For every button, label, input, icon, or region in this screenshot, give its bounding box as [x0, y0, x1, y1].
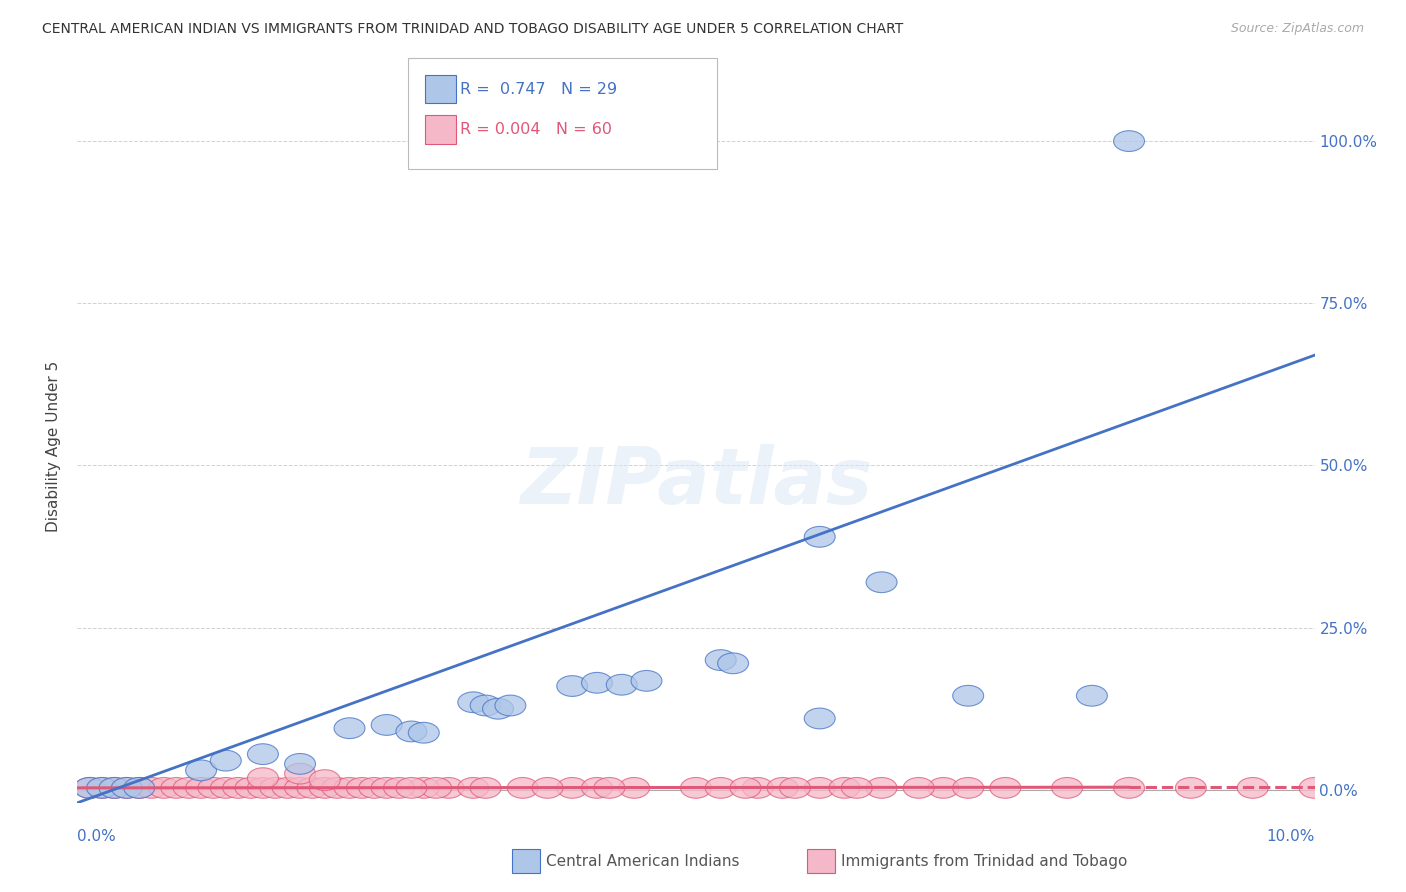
Ellipse shape: [173, 778, 204, 798]
Ellipse shape: [557, 778, 588, 798]
Ellipse shape: [681, 778, 711, 798]
Ellipse shape: [1114, 131, 1144, 152]
Ellipse shape: [198, 778, 229, 798]
Ellipse shape: [470, 778, 501, 798]
Ellipse shape: [866, 572, 897, 592]
Ellipse shape: [742, 778, 773, 798]
Ellipse shape: [495, 695, 526, 716]
Ellipse shape: [841, 778, 872, 798]
Ellipse shape: [371, 778, 402, 798]
Ellipse shape: [335, 718, 366, 739]
Ellipse shape: [458, 778, 489, 798]
Ellipse shape: [136, 778, 167, 798]
Ellipse shape: [866, 778, 897, 798]
Ellipse shape: [160, 778, 191, 798]
Ellipse shape: [433, 778, 464, 798]
Ellipse shape: [928, 778, 959, 798]
Ellipse shape: [470, 695, 501, 716]
Ellipse shape: [804, 526, 835, 547]
Ellipse shape: [508, 778, 538, 798]
Ellipse shape: [804, 708, 835, 729]
Ellipse shape: [75, 778, 105, 798]
Ellipse shape: [730, 778, 761, 798]
Ellipse shape: [1237, 778, 1268, 798]
Text: Immigrants from Trinidad and Tobago: Immigrants from Trinidad and Tobago: [841, 855, 1128, 869]
Ellipse shape: [273, 778, 304, 798]
Ellipse shape: [111, 778, 142, 798]
Ellipse shape: [284, 764, 315, 784]
Ellipse shape: [359, 778, 389, 798]
Ellipse shape: [309, 778, 340, 798]
Ellipse shape: [582, 778, 613, 798]
Ellipse shape: [619, 778, 650, 798]
Text: CENTRAL AMERICAN INDIAN VS IMMIGRANTS FROM TRINIDAD AND TOBAGO DISABILITY AGE UN: CENTRAL AMERICAN INDIAN VS IMMIGRANTS FR…: [42, 22, 904, 37]
Ellipse shape: [284, 754, 315, 774]
Ellipse shape: [990, 778, 1021, 798]
Ellipse shape: [111, 778, 142, 798]
Ellipse shape: [582, 673, 613, 693]
Ellipse shape: [1052, 778, 1083, 798]
Ellipse shape: [124, 778, 155, 798]
Ellipse shape: [346, 778, 377, 798]
Ellipse shape: [1114, 778, 1144, 798]
Ellipse shape: [322, 778, 353, 798]
Ellipse shape: [606, 674, 637, 695]
Ellipse shape: [408, 723, 439, 743]
Ellipse shape: [396, 721, 427, 742]
Ellipse shape: [1299, 778, 1330, 798]
Ellipse shape: [953, 778, 984, 798]
Ellipse shape: [247, 778, 278, 798]
Text: 0.0%: 0.0%: [77, 829, 117, 844]
Ellipse shape: [779, 778, 810, 798]
Text: Central American Indians: Central American Indians: [546, 855, 740, 869]
Text: R = 0.004   N = 60: R = 0.004 N = 60: [460, 122, 612, 136]
Ellipse shape: [309, 770, 340, 790]
Ellipse shape: [124, 778, 155, 798]
Ellipse shape: [297, 778, 328, 798]
Ellipse shape: [903, 778, 934, 798]
Ellipse shape: [235, 778, 266, 798]
Ellipse shape: [531, 778, 562, 798]
Text: 10.0%: 10.0%: [1267, 829, 1315, 844]
Ellipse shape: [284, 778, 315, 798]
Ellipse shape: [87, 778, 118, 798]
Ellipse shape: [98, 778, 129, 798]
Ellipse shape: [186, 778, 217, 798]
Ellipse shape: [482, 698, 513, 719]
Ellipse shape: [384, 778, 415, 798]
Ellipse shape: [396, 778, 427, 798]
Ellipse shape: [211, 778, 242, 798]
Ellipse shape: [335, 778, 366, 798]
Ellipse shape: [830, 778, 860, 798]
Ellipse shape: [247, 768, 278, 789]
Y-axis label: Disability Age Under 5: Disability Age Under 5: [46, 360, 62, 532]
Ellipse shape: [211, 750, 242, 771]
Ellipse shape: [953, 685, 984, 706]
Ellipse shape: [1077, 685, 1108, 706]
Text: ZIPatlas: ZIPatlas: [520, 443, 872, 520]
Ellipse shape: [706, 649, 737, 671]
Ellipse shape: [706, 778, 737, 798]
Ellipse shape: [631, 671, 662, 691]
Ellipse shape: [768, 778, 799, 798]
Ellipse shape: [260, 778, 291, 798]
Text: R =  0.747   N = 29: R = 0.747 N = 29: [460, 82, 617, 96]
Ellipse shape: [371, 714, 402, 735]
Ellipse shape: [87, 778, 118, 798]
Ellipse shape: [186, 760, 217, 780]
Ellipse shape: [717, 653, 748, 673]
Ellipse shape: [222, 778, 253, 798]
Ellipse shape: [247, 744, 278, 764]
Ellipse shape: [1175, 778, 1206, 798]
Text: Source: ZipAtlas.com: Source: ZipAtlas.com: [1230, 22, 1364, 36]
Ellipse shape: [98, 778, 129, 798]
Ellipse shape: [804, 778, 835, 798]
Ellipse shape: [420, 778, 451, 798]
Ellipse shape: [149, 778, 180, 798]
Ellipse shape: [75, 778, 105, 798]
Ellipse shape: [408, 778, 439, 798]
Ellipse shape: [593, 778, 624, 798]
Ellipse shape: [458, 692, 489, 713]
Ellipse shape: [557, 675, 588, 697]
